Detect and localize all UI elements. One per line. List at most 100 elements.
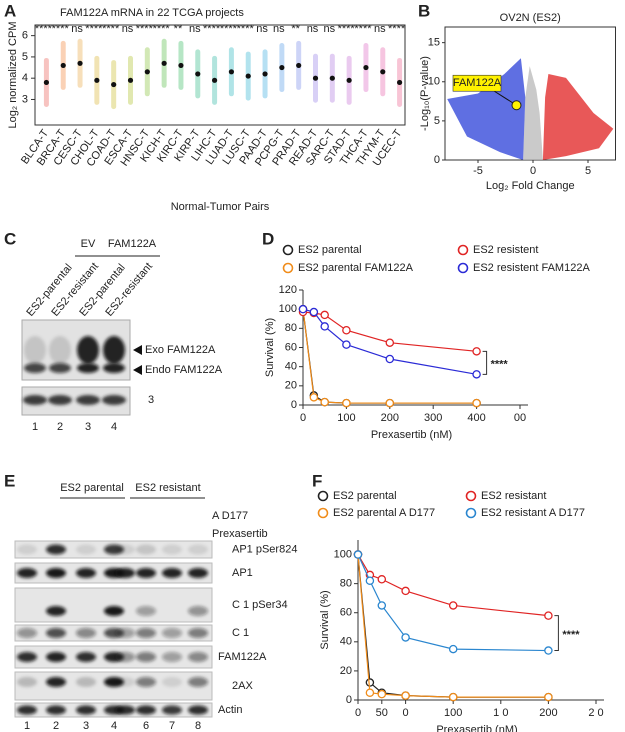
y-axis-label: Survival (%) — [319, 590, 331, 649]
median-point — [396, 79, 403, 86]
median-point — [262, 71, 268, 77]
y-axis-label: Log₂ normalized CPM — [7, 22, 19, 129]
group-label: EV — [81, 238, 96, 250]
x-tick-label: 0 — [530, 165, 536, 177]
band — [188, 705, 208, 715]
median-point — [195, 71, 201, 77]
band — [49, 336, 71, 364]
median-point — [346, 77, 352, 83]
data-point — [377, 575, 387, 584]
legend-marker — [465, 507, 477, 519]
series-line — [302, 309, 477, 404]
band-label: Endo FAM122A — [145, 364, 223, 376]
series-line — [357, 554, 549, 652]
legend-marker — [317, 490, 329, 502]
data-point — [320, 310, 329, 320]
significance: ns — [307, 23, 319, 35]
x-tick-label: 400 — [467, 412, 485, 424]
x-tick-label: 0 — [403, 707, 409, 719]
lane-number: 3 — [85, 421, 91, 433]
band — [188, 677, 208, 687]
band-label: Exo FAM122A — [145, 344, 216, 356]
x-tick-label: 0 — [300, 412, 306, 424]
data-point — [320, 322, 329, 331]
legend-marker — [457, 244, 469, 256]
panel-letter: F — [312, 471, 322, 490]
band — [115, 568, 135, 578]
chart-title: FAM122A mRNA in 22 TCGA projects — [60, 7, 244, 19]
band — [136, 652, 156, 662]
significance: **** — [338, 23, 356, 35]
y-tick-label: 80 — [285, 322, 297, 334]
band — [76, 705, 96, 715]
y-tick-label: 10 — [428, 76, 440, 88]
band — [162, 568, 182, 578]
band — [17, 544, 37, 555]
data-point — [544, 611, 553, 620]
data-point — [448, 692, 458, 702]
x-tick-label: 200 — [539, 707, 557, 719]
legend-label: ES2 resistant — [481, 490, 546, 502]
legend-marker — [282, 262, 294, 274]
band — [46, 628, 66, 638]
band — [76, 652, 96, 662]
median-point — [245, 73, 251, 79]
ns-cloud — [523, 66, 543, 160]
data-point — [365, 688, 375, 697]
band — [76, 568, 96, 578]
lane-number: 2 — [57, 421, 63, 433]
y-tick-label: 0 — [291, 399, 297, 411]
row-label: AP1 — [232, 567, 253, 579]
band — [46, 677, 66, 687]
median-point — [127, 77, 134, 83]
band — [46, 568, 66, 578]
panel-letter: B — [418, 1, 430, 20]
band — [115, 628, 135, 638]
treatment-label: A D177 — [212, 510, 248, 522]
x-axis-label: Prexasertib (nM) — [436, 724, 517, 732]
data-point — [401, 691, 410, 700]
blot-frame — [14, 587, 213, 623]
x-tick-label: 300 — [424, 412, 442, 424]
median-point — [77, 60, 83, 66]
significance: **** — [153, 23, 171, 35]
band — [104, 606, 124, 616]
significance: **** — [354, 23, 372, 35]
lane-number: 3 — [83, 720, 89, 732]
row-label: 2AX — [232, 680, 253, 692]
chart-title: OV2N (ES2) — [500, 12, 561, 24]
y-tick-label: 4 — [22, 72, 28, 84]
significance: ns — [273, 23, 285, 35]
band — [17, 628, 37, 638]
x-tick-label: 2 0 — [588, 707, 603, 719]
band — [102, 395, 126, 405]
band — [115, 705, 135, 715]
band — [136, 568, 156, 578]
x-tick-label: 0 — [355, 707, 361, 719]
legend-label: ES2 resistent FAM122A — [473, 262, 590, 274]
significance: **** — [52, 23, 70, 35]
band — [103, 336, 125, 364]
band — [103, 363, 125, 373]
x-tick-label: -5 — [473, 165, 483, 177]
data-point — [365, 576, 375, 585]
row-label: FAM122A — [218, 651, 267, 663]
y-tick-label: 40 — [285, 361, 297, 373]
data-point — [320, 397, 329, 407]
y-tick-label: 5 — [22, 51, 28, 63]
x-tick-label: 100 — [444, 707, 462, 719]
down-cloud — [447, 58, 526, 161]
data-point — [448, 601, 458, 610]
data-point — [309, 393, 319, 402]
band — [188, 544, 208, 555]
y-tick-label: 15 — [428, 37, 440, 49]
band — [76, 606, 96, 616]
band — [136, 705, 156, 715]
band — [76, 544, 96, 555]
data-point — [342, 398, 351, 408]
y-tick-label: 20 — [285, 380, 297, 392]
label-box — [452, 74, 502, 92]
band — [17, 677, 37, 687]
data-point — [342, 325, 351, 335]
band — [77, 363, 99, 373]
